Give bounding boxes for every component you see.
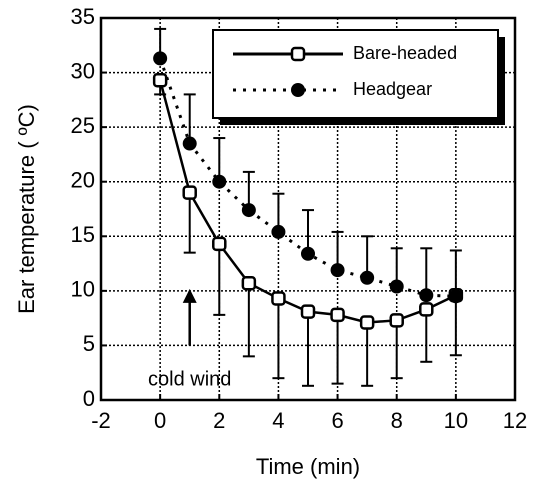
x-tick-label: 2 (213, 408, 225, 433)
legend-marker (290, 46, 306, 62)
annotation: cold wind (148, 369, 231, 391)
y-axis-label: Ear temperature ( ºC) (14, 104, 39, 314)
x-tick-label: 6 (331, 408, 343, 433)
marker (241, 275, 257, 291)
legend-label: Headgear (353, 79, 432, 99)
marker (182, 136, 197, 151)
legend-box (212, 29, 499, 119)
marker (419, 302, 434, 317)
y-tick-label: 30 (71, 58, 95, 83)
marker (271, 224, 286, 239)
marker (419, 288, 434, 303)
x-tick-label: 10 (444, 408, 468, 433)
marker (212, 174, 227, 189)
legend-marker (291, 83, 305, 97)
plot-frame (99, 16, 517, 402)
marker (152, 72, 168, 88)
marker (153, 51, 168, 66)
marker (448, 289, 463, 304)
legend-label: Bare-headed (353, 43, 457, 63)
x-tick-label: -2 (91, 408, 111, 433)
marker (330, 263, 345, 278)
x-tick-label: 12 (503, 408, 527, 433)
marker (271, 291, 286, 306)
y-tick-label: 15 (71, 222, 95, 247)
x-tick-label: 4 (272, 408, 284, 433)
marker (300, 304, 316, 319)
marker (360, 270, 375, 285)
x-tick-label: 0 (154, 408, 166, 433)
marker (330, 307, 345, 323)
marker (389, 313, 404, 328)
y-tick-label: 5 (83, 331, 95, 356)
marker (182, 185, 197, 200)
y-tick-label: 20 (71, 168, 95, 193)
x-axis-label: Time (min) (256, 454, 360, 479)
marker (241, 203, 256, 218)
y-tick-label: 10 (71, 277, 95, 302)
x-tick-label: 8 (391, 408, 403, 433)
y-tick-label: 0 (83, 386, 95, 411)
marker (212, 236, 227, 252)
marker (359, 315, 375, 330)
y-tick-label: 35 (71, 4, 95, 29)
marker (301, 246, 315, 261)
marker (389, 279, 404, 294)
y-tick-label: 25 (71, 113, 95, 138)
annotation-arrowhead (182, 288, 197, 303)
